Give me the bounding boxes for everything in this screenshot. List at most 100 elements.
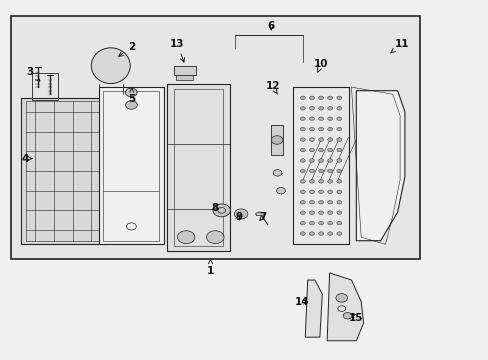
- Text: 2: 2: [119, 42, 135, 57]
- Circle shape: [309, 107, 314, 110]
- Circle shape: [336, 96, 341, 100]
- Bar: [271, 125, 283, 155]
- Circle shape: [318, 127, 323, 131]
- Circle shape: [309, 180, 314, 183]
- Bar: [103, 91, 159, 241]
- Circle shape: [336, 190, 341, 194]
- Circle shape: [318, 201, 323, 204]
- Text: 14: 14: [294, 297, 308, 307]
- Circle shape: [336, 180, 341, 183]
- Ellipse shape: [91, 48, 130, 84]
- Circle shape: [309, 211, 314, 215]
- Circle shape: [327, 107, 332, 110]
- Ellipse shape: [255, 212, 264, 216]
- Circle shape: [318, 232, 323, 235]
- Circle shape: [336, 159, 341, 162]
- Circle shape: [309, 117, 314, 121]
- Circle shape: [343, 312, 351, 319]
- Polygon shape: [356, 91, 404, 241]
- Circle shape: [318, 169, 323, 173]
- Circle shape: [327, 169, 332, 173]
- Circle shape: [336, 232, 341, 235]
- Circle shape: [336, 169, 341, 173]
- Circle shape: [271, 136, 283, 144]
- Circle shape: [336, 107, 341, 110]
- Text: 8: 8: [211, 203, 219, 212]
- Circle shape: [300, 232, 305, 235]
- Circle shape: [125, 88, 137, 97]
- Circle shape: [309, 138, 314, 141]
- Bar: [21, 98, 106, 244]
- Circle shape: [327, 201, 332, 204]
- Circle shape: [327, 190, 332, 194]
- Circle shape: [327, 127, 332, 131]
- Bar: [31, 73, 58, 100]
- Circle shape: [300, 221, 305, 225]
- Circle shape: [327, 211, 332, 215]
- Circle shape: [234, 209, 247, 219]
- Text: 1: 1: [206, 260, 214, 276]
- Polygon shape: [305, 280, 322, 337]
- Circle shape: [327, 180, 332, 183]
- Circle shape: [327, 96, 332, 100]
- Text: 9: 9: [235, 212, 242, 222]
- Circle shape: [300, 180, 305, 183]
- Circle shape: [327, 148, 332, 152]
- Bar: [174, 89, 222, 246]
- Circle shape: [327, 117, 332, 121]
- Circle shape: [309, 148, 314, 152]
- Ellipse shape: [273, 170, 282, 176]
- Circle shape: [327, 221, 332, 225]
- Circle shape: [309, 127, 314, 131]
- Circle shape: [300, 211, 305, 215]
- Circle shape: [327, 232, 332, 235]
- Bar: [11, 16, 419, 258]
- Text: 15: 15: [348, 312, 363, 323]
- Circle shape: [300, 117, 305, 121]
- Circle shape: [336, 117, 341, 121]
- Circle shape: [300, 169, 305, 173]
- Circle shape: [318, 180, 323, 183]
- Text: 13: 13: [170, 39, 184, 62]
- Circle shape: [206, 231, 224, 244]
- Circle shape: [318, 190, 323, 194]
- Text: 3: 3: [26, 67, 40, 81]
- Circle shape: [300, 159, 305, 162]
- Circle shape: [318, 159, 323, 162]
- Circle shape: [309, 190, 314, 194]
- Bar: [176, 75, 193, 80]
- Polygon shape: [326, 273, 363, 341]
- Circle shape: [300, 138, 305, 141]
- Circle shape: [300, 127, 305, 131]
- Circle shape: [300, 148, 305, 152]
- Circle shape: [300, 107, 305, 110]
- Text: 6: 6: [267, 21, 274, 31]
- Circle shape: [309, 159, 314, 162]
- Bar: [292, 87, 348, 244]
- Circle shape: [125, 101, 137, 109]
- Circle shape: [309, 201, 314, 204]
- Text: 4: 4: [21, 154, 32, 163]
- Circle shape: [318, 96, 323, 100]
- Bar: [166, 84, 229, 251]
- Bar: [26, 102, 101, 241]
- Circle shape: [336, 148, 341, 152]
- Circle shape: [177, 231, 195, 244]
- Circle shape: [336, 127, 341, 131]
- Text: 5: 5: [128, 88, 135, 104]
- Text: 10: 10: [313, 59, 328, 72]
- Circle shape: [309, 232, 314, 235]
- Text: 11: 11: [390, 39, 409, 53]
- Circle shape: [309, 169, 314, 173]
- Circle shape: [335, 294, 347, 302]
- Circle shape: [318, 138, 323, 141]
- Circle shape: [309, 96, 314, 100]
- Text: 7: 7: [259, 212, 266, 222]
- Circle shape: [318, 117, 323, 121]
- Bar: [174, 66, 196, 75]
- Circle shape: [336, 138, 341, 141]
- Circle shape: [318, 148, 323, 152]
- Bar: [99, 87, 164, 244]
- Circle shape: [327, 138, 332, 141]
- Text: 12: 12: [265, 81, 279, 94]
